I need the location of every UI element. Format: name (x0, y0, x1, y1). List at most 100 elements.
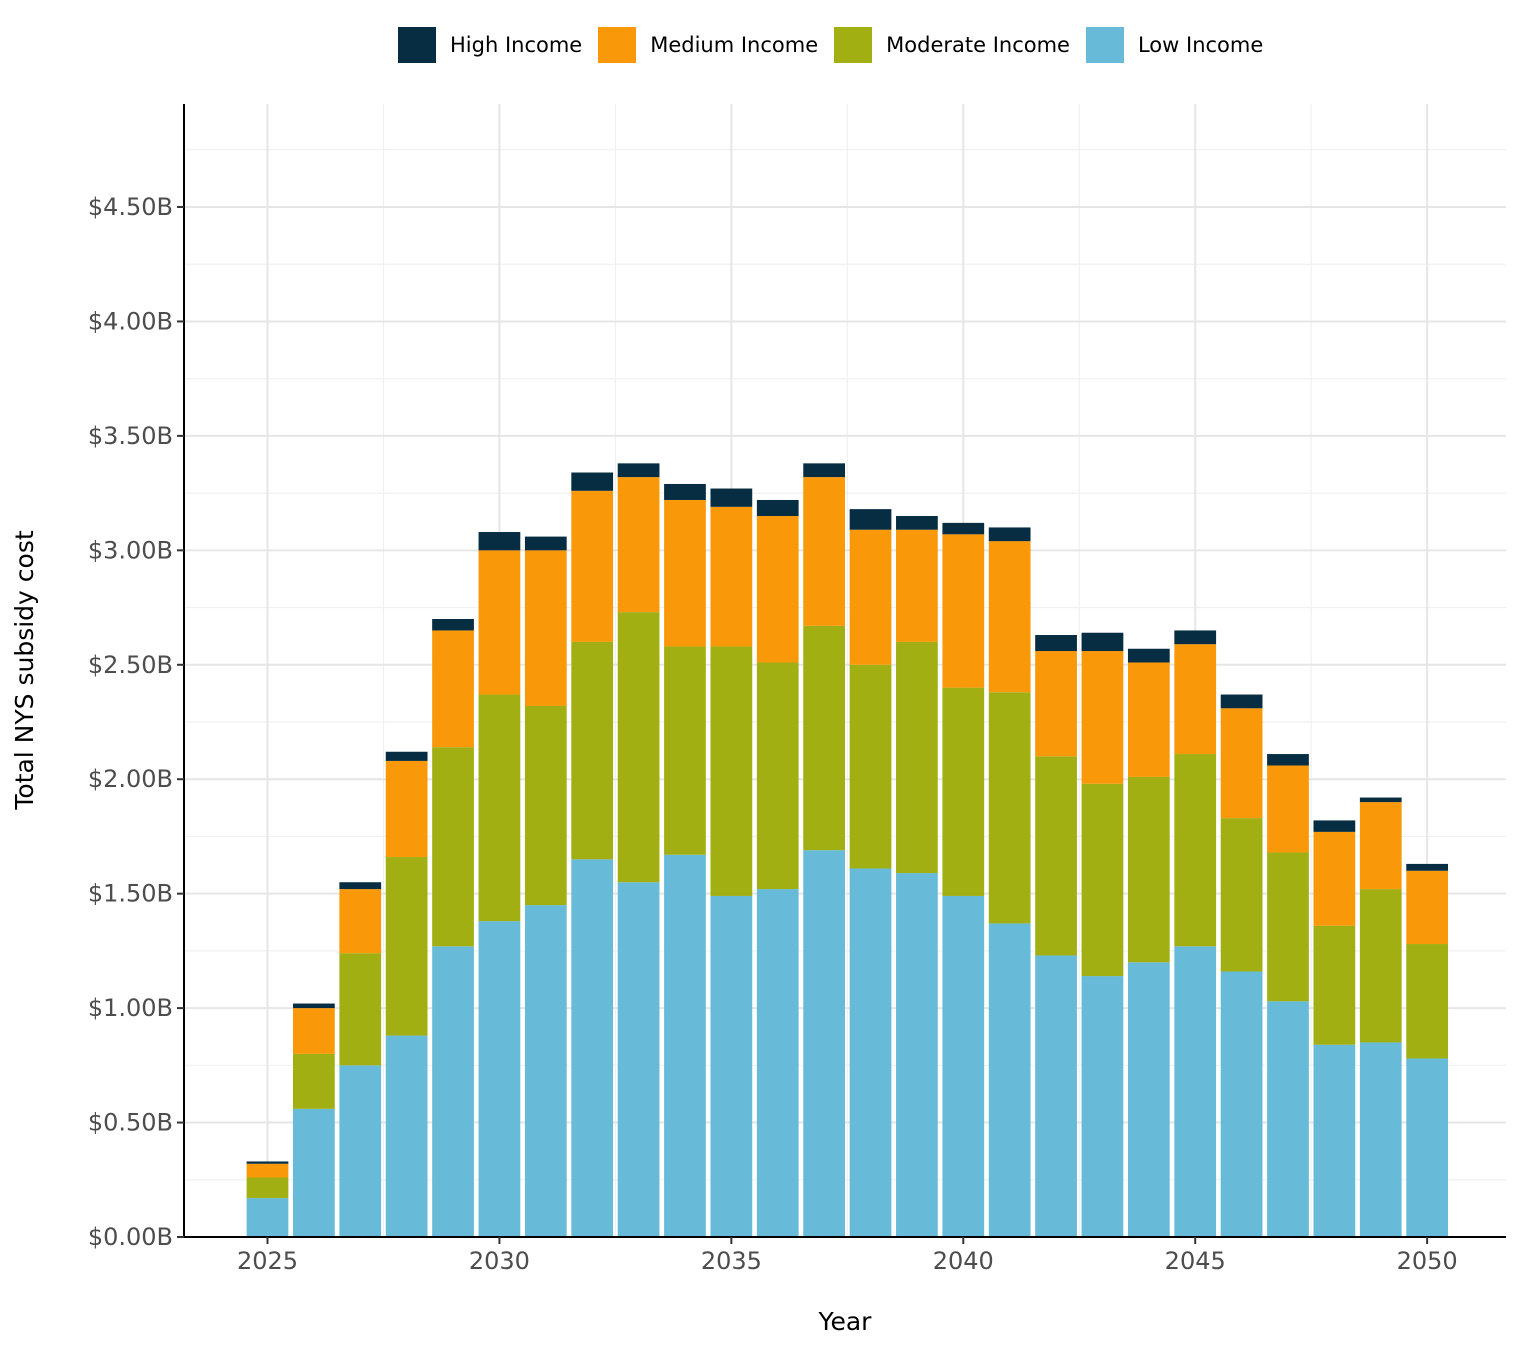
bar-low-income-2029 (432, 946, 474, 1237)
bar-high-income-2030 (478, 532, 521, 551)
legend-swatch-medium-income (598, 27, 637, 63)
y-tick-label: $0.50B (88, 1109, 173, 1137)
bar-low-income-2043 (1081, 976, 1124, 1237)
bar-medium-income-2047 (1267, 765, 1309, 853)
x-axis-title: Year (818, 1307, 873, 1336)
bar-medium-income-2030 (478, 550, 521, 695)
bar-medium-income-2031 (524, 550, 567, 706)
bar-low-income-2026 (293, 1108, 335, 1237)
bar-moderate-income-2034 (664, 646, 706, 855)
bar-low-income-2045 (1174, 946, 1217, 1237)
bar-moderate-income-2042 (1035, 756, 1077, 956)
bar-medium-income-2048 (1313, 831, 1356, 926)
y-tick-label: $3.50B (88, 422, 173, 450)
axes: $0.00B $0.50B $1.00B $1.50B $2.00B $2.50B $3.0… (88, 104, 1506, 1275)
bar-high-income-2039 (896, 516, 938, 530)
y-tick-label: $3.00B (88, 536, 173, 564)
bar-high-income-2025 (246, 1161, 289, 1164)
bar-medium-income-2046 (1220, 708, 1263, 819)
legend-label-moderate-income: Moderate Income (886, 33, 1070, 57)
bar-low-income-2025 (246, 1198, 289, 1237)
bar-low-income-2047 (1267, 1001, 1309, 1237)
bar-moderate-income-2027 (339, 953, 382, 1066)
bar-moderate-income-2046 (1220, 818, 1263, 972)
bar-moderate-income-2040 (942, 687, 985, 896)
bar-moderate-income-2033 (617, 612, 660, 883)
legend-item-low-income: Low Income (1085, 27, 1264, 63)
bar-low-income-2031 (524, 905, 567, 1237)
bar-low-income-2048 (1313, 1044, 1356, 1237)
x-tick-label: 2025 (237, 1247, 298, 1275)
bar-moderate-income-2050 (1406, 944, 1449, 1059)
bar-high-income-2038 (849, 509, 892, 530)
bar-high-income-2040 (942, 522, 985, 535)
bar-moderate-income-2039 (896, 641, 938, 874)
bar-high-income-2037 (803, 463, 845, 478)
legend: High Income Medium Income Moderate Incom… (398, 27, 1279, 63)
legend-swatch-low-income (1085, 27, 1124, 63)
bar-moderate-income-2048 (1313, 925, 1356, 1045)
bar-medium-income-2049 (1359, 802, 1402, 890)
bar-low-income-2046 (1220, 971, 1263, 1237)
bar-high-income-2027 (339, 882, 382, 890)
bar-high-income-2042 (1035, 635, 1077, 652)
bar-high-income-2029 (432, 619, 474, 631)
bar-low-income-2028 (385, 1035, 428, 1237)
bar-medium-income-2034 (664, 499, 706, 647)
bar-moderate-income-2035 (710, 646, 753, 896)
bar-high-income-2035 (710, 488, 753, 507)
bar-low-income-2027 (339, 1065, 382, 1237)
bar-low-income-2044 (1127, 962, 1170, 1237)
bar-moderate-income-2030 (478, 694, 521, 922)
legend-item-moderate-income: Moderate Income (834, 27, 1070, 63)
y-tick-label: $1.00B (88, 994, 173, 1022)
bar-high-income-2034 (664, 483, 706, 500)
bar-moderate-income-2032 (571, 641, 614, 860)
y-axis-title: Total NYS subsidy cost (10, 530, 39, 811)
bar-moderate-income-2036 (756, 662, 799, 890)
bar-medium-income-2044 (1127, 662, 1170, 777)
x-tick-label: 2045 (1165, 1247, 1226, 1275)
bar-high-income-2031 (524, 536, 567, 551)
bar-medium-income-2026 (293, 1008, 335, 1054)
bar-medium-income-2040 (942, 534, 985, 688)
bar-medium-income-2029 (432, 630, 474, 748)
bar-low-income-2050 (1406, 1058, 1449, 1237)
bar-high-income-2047 (1267, 754, 1309, 766)
bar-medium-income-2038 (849, 529, 892, 665)
bar-moderate-income-2028 (385, 857, 428, 1036)
bar-low-income-2041 (988, 923, 1031, 1237)
bar-high-income-2026 (293, 1003, 335, 1009)
bar-high-income-2036 (756, 499, 799, 516)
bar-medium-income-2027 (339, 889, 382, 954)
bar-moderate-income-2045 (1174, 754, 1217, 947)
bar-high-income-2028 (385, 751, 428, 761)
bar-low-income-2042 (1035, 955, 1077, 1237)
y-tick-label: $4.00B (88, 307, 173, 335)
x-tick-label: 2035 (701, 1247, 762, 1275)
bars (246, 463, 1449, 1237)
bar-medium-income-2050 (1406, 870, 1449, 945)
bar-low-income-2030 (478, 921, 521, 1237)
bar-high-income-2048 (1313, 820, 1356, 832)
bar-high-income-2044 (1127, 648, 1170, 663)
bar-low-income-2034 (664, 854, 706, 1237)
legend-label-low-income: Low Income (1137, 33, 1264, 57)
x-tick-label: 2050 (1397, 1247, 1458, 1275)
bar-low-income-2032 (571, 859, 614, 1237)
y-tick-label: $1.50B (88, 880, 173, 908)
bar-low-income-2039 (896, 873, 938, 1237)
bar-moderate-income-2049 (1359, 889, 1402, 1043)
bar-low-income-2036 (756, 889, 799, 1237)
bar-medium-income-2032 (571, 490, 614, 642)
bar-high-income-2050 (1406, 863, 1449, 871)
bar-moderate-income-2044 (1127, 776, 1170, 963)
bar-medium-income-2033 (617, 477, 660, 613)
legend-swatch-high-income (398, 27, 436, 63)
y-tick-label: $0.00B (88, 1223, 173, 1251)
bar-moderate-income-2031 (524, 705, 567, 906)
bar-medium-income-2042 (1035, 651, 1077, 757)
bar-medium-income-2025 (246, 1163, 289, 1178)
bar-medium-income-2039 (896, 529, 938, 642)
